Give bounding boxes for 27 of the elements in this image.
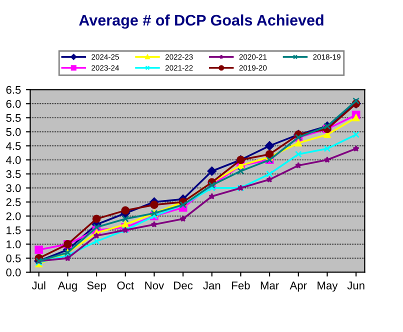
y-tick-label: 6.5: [6, 86, 21, 94]
x-tick-label: Dec: [174, 282, 193, 290]
y-tick-label: 4.0: [6, 156, 21, 164]
x-tick-label: Mar: [260, 282, 279, 290]
x-tick-label: May: [318, 282, 338, 292]
y-tick-label: 1.5: [6, 226, 21, 234]
x-tick-label: Feb: [232, 281, 250, 290]
y-tick-label: 0.0: [6, 268, 21, 276]
y-tick-label: 5.5: [6, 114, 21, 122]
y-tick-label: 5.0: [6, 128, 21, 136]
x-tick-label: Apr: [290, 282, 307, 292]
y-tick-label: 3.0: [6, 184, 21, 192]
x-tick-label: Aug: [58, 282, 77, 292]
y-tick-label: 3.5: [6, 170, 21, 178]
x-tick-label: Jan: [203, 282, 220, 290]
x-tick-label: Jul: [32, 281, 46, 290]
chart-title: Average # of DCP Goals Achieved: [79, 14, 324, 29]
y-tick-label: 2.5: [6, 198, 21, 206]
x-tick-label: Oct: [117, 282, 134, 290]
y-tick-label: 0.5: [6, 254, 21, 262]
y-tick-label: 6.0: [6, 100, 21, 108]
y-tick-label: 4.5: [6, 142, 21, 150]
y-tick-label: 2.0: [6, 212, 21, 220]
x-tick-label: Sep: [87, 282, 106, 292]
x-tick-label: Nov: [145, 282, 164, 290]
y-tick-label: 1.0: [6, 240, 21, 248]
x-tick-label: Jun: [347, 282, 364, 290]
